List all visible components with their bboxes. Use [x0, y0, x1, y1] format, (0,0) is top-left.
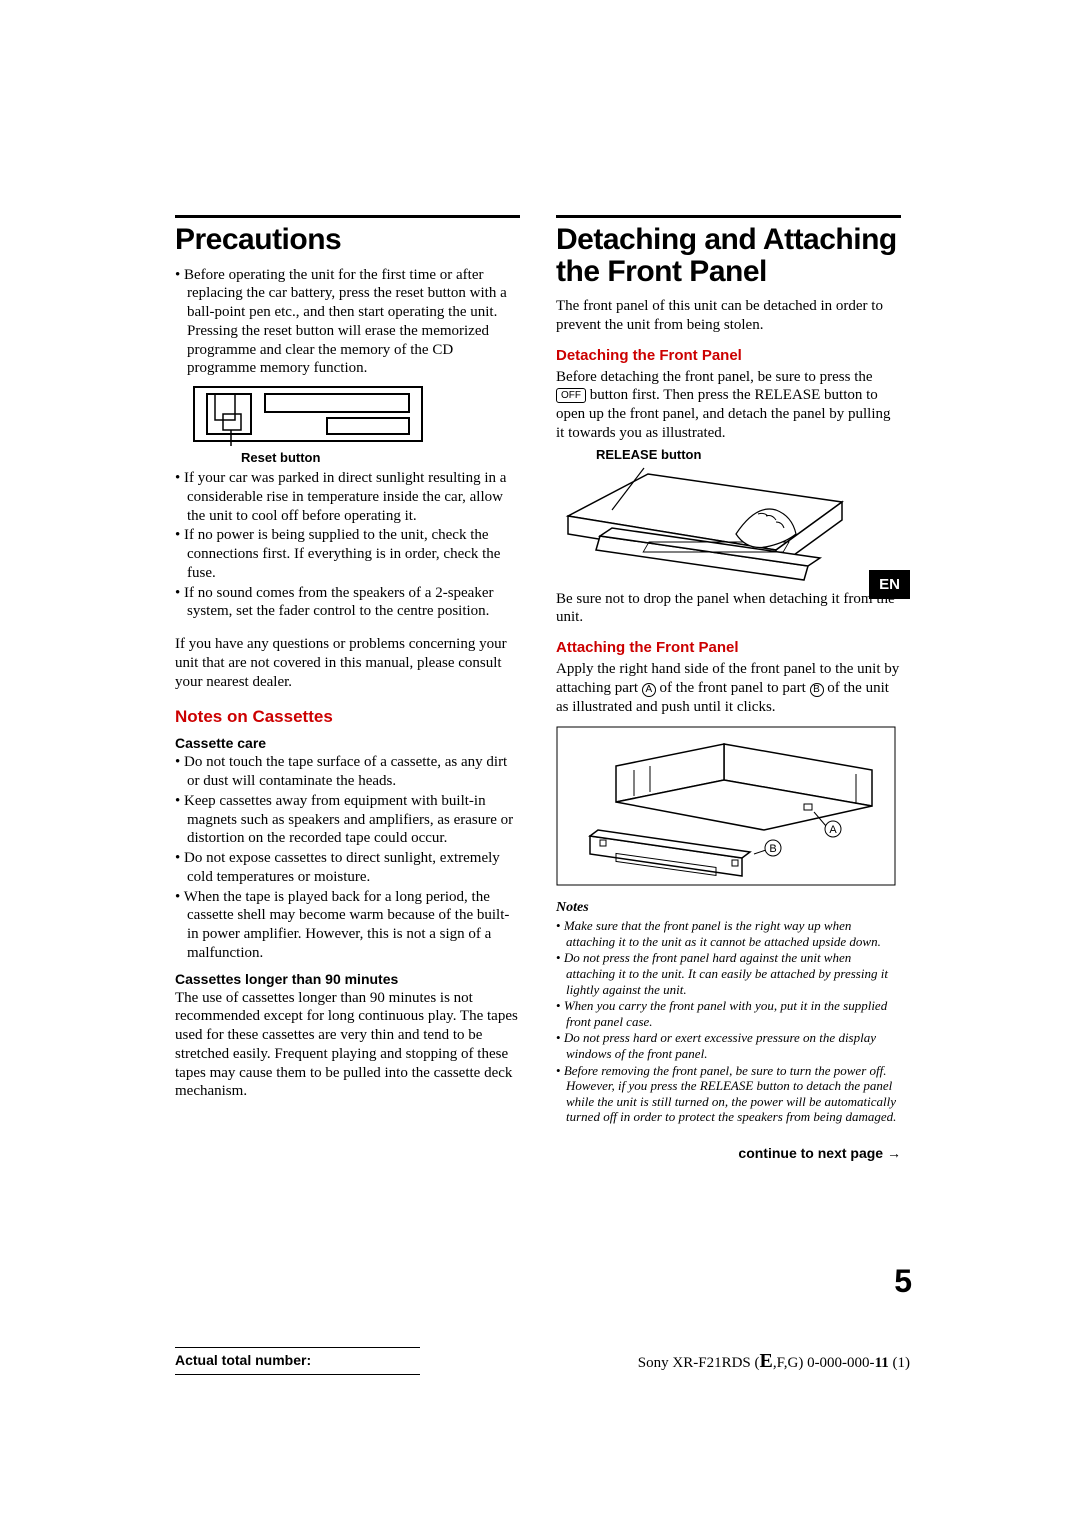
front-panel-notes: Notes Make sure that the front panel is …: [556, 900, 901, 1125]
list-item: If no power is being supplied to the uni…: [175, 526, 520, 582]
page-footer: Actual total number: Sony XR-F21RDS (E,F…: [175, 1343, 910, 1379]
language-tab-en: EN: [869, 570, 910, 599]
detach-text-a: Before detaching the front panel, be sur…: [556, 369, 873, 385]
footer-model-rest: ,F,G) 0-000-000-: [773, 1355, 875, 1371]
detaching-heading: Detaching the Front Panel: [556, 347, 901, 364]
precautions-intro-bullet: Before operating the unit for the first …: [175, 266, 520, 379]
cassettes-90-text: The use of cassettes longer than 90 minu…: [175, 989, 520, 1102]
list-item: Keep cassettes away from equipment with …: [175, 792, 520, 848]
list-item: If your car was parked in direct sunligh…: [175, 469, 520, 525]
detach-text-b: button first. Then press the RELEASE but…: [556, 387, 890, 441]
list-item: When the tape is played back for a long …: [175, 888, 520, 963]
cassettes-90-label: Cassettes longer than 90 minutes: [175, 971, 520, 987]
continue-link: continue to next page →: [556, 1145, 901, 1161]
list-item: Do not touch the tape surface of a casse…: [175, 753, 520, 791]
right-column: Detaching and Attaching the Front Panel …: [556, 215, 901, 1161]
off-button-icon: OFF: [556, 388, 586, 403]
note-item: When you carry the front panel with you,…: [556, 998, 901, 1029]
part-a-icon: A: [642, 683, 656, 697]
note-item: Before removing the front panel, be sure…: [556, 1063, 901, 1125]
cassette-care-label: Cassette care: [175, 735, 520, 751]
left-column: Precautions Before operating the unit fo…: [175, 215, 520, 1161]
section-rule: [556, 215, 901, 218]
reset-button-label: Reset button: [241, 450, 520, 465]
note-item: Do not press hard or exert excessive pre…: [556, 1030, 901, 1061]
list-item: If no sound comes from the speakers of a…: [175, 584, 520, 622]
precautions-intro-list: Before operating the unit for the first …: [175, 266, 520, 379]
footer-model-bold: 11: [875, 1355, 889, 1371]
footer-model-e: E: [760, 1350, 773, 1372]
detach-attach-title: Detaching and Attaching the Front Panel: [556, 224, 901, 287]
front-panel-intro: The front panel of this unit can be deta…: [556, 297, 901, 335]
list-item: Do not expose cassettes to direct sunlig…: [175, 849, 520, 887]
actual-total-label: Actual total number:: [175, 1352, 311, 1368]
attach-figure: A B: [556, 726, 901, 886]
intro-bullet-text: Before operating the unit for the first …: [184, 267, 507, 321]
precautions-title: Precautions: [175, 224, 520, 256]
footer-right: Sony XR-F21RDS (E,F,G) 0-000-000-11 (1): [638, 1350, 910, 1373]
note-item: Do not press the front panel hard agains…: [556, 950, 901, 997]
notes-heading: Notes: [556, 900, 901, 916]
footer-model-prefix: Sony XR-F21RDS (: [638, 1355, 760, 1371]
precautions-list-2: If your car was parked in direct sunligh…: [175, 469, 520, 621]
part-b-icon: B: [810, 683, 824, 697]
detach-drop-note: Be sure not to drop the panel when detac…: [556, 590, 901, 628]
attaching-heading: Attaching the Front Panel: [556, 639, 901, 656]
svg-text:A: A: [829, 824, 837, 836]
page-number: 5: [894, 1263, 912, 1300]
dealer-paragraph: If you have any questions or problems co…: [175, 635, 520, 691]
release-button-label: RELEASE button: [596, 447, 901, 462]
detaching-paragraph: Before detaching the front panel, be sur…: [556, 368, 901, 443]
attach-text-b: of the front panel to part: [656, 680, 810, 696]
svg-text:B: B: [769, 843, 776, 855]
attaching-paragraph: Apply the right hand side of the front p…: [556, 660, 901, 716]
release-figure: [556, 464, 901, 584]
notes-list: Make sure that the front panel is the ri…: [556, 918, 901, 1125]
notes-cassettes-heading: Notes on Cassettes: [175, 707, 520, 727]
section-rule: [175, 215, 520, 218]
reset-button-figure: Reset button: [193, 386, 520, 465]
footer-model-tail: (1): [889, 1355, 910, 1371]
cassette-care-list: Do not touch the tape surface of a casse…: [175, 753, 520, 962]
footer-left: Actual total number:: [175, 1343, 420, 1379]
intro-follow-text: Pressing the reset button will erase the…: [187, 323, 489, 377]
note-item: Make sure that the front panel is the ri…: [556, 918, 901, 949]
